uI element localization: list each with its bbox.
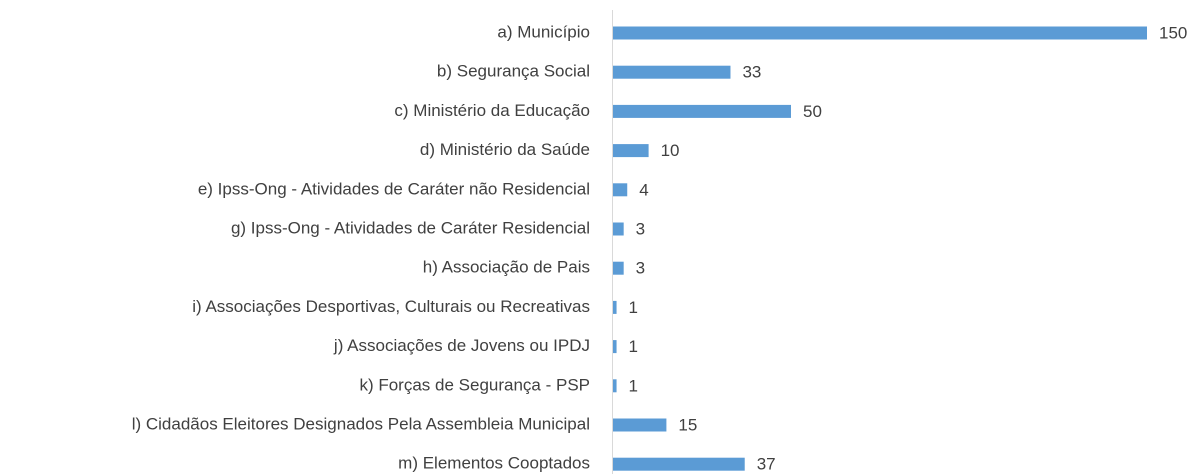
bar — [613, 340, 617, 354]
category-label: g) Ipss-Ong - Atividades de Caráter Resi… — [231, 218, 590, 237]
bar — [613, 183, 628, 197]
data-label: 1 — [629, 298, 638, 317]
bar — [613, 418, 667, 432]
category-label: k) Forças de Segurança - PSP — [359, 375, 590, 394]
bar — [613, 65, 731, 79]
data-label: 1 — [629, 337, 638, 356]
data-label: 10 — [661, 141, 680, 160]
data-label: 1 — [629, 376, 638, 395]
category-label: h) Associação de Pais — [423, 258, 590, 277]
data-label: 37 — [757, 455, 776, 474]
data-label: 50 — [803, 102, 822, 121]
category-label: i) Associações Desportivas, Culturais ou… — [192, 297, 590, 316]
category-label: j) Associações de Jovens ou IPDJ — [333, 336, 590, 355]
data-label: 3 — [636, 259, 645, 278]
category-label: b) Segurança Social — [437, 62, 590, 81]
data-label: 15 — [678, 415, 697, 434]
category-label: d) Ministério da Saúde — [420, 140, 590, 159]
bar — [613, 26, 1147, 40]
bar — [613, 261, 624, 275]
bar — [613, 457, 745, 471]
bar — [613, 144, 649, 158]
bar — [613, 379, 617, 393]
data-label: 4 — [639, 180, 648, 199]
bar — [613, 104, 791, 118]
category-label: m) Elementos Cooptados — [398, 454, 590, 473]
bar — [613, 222, 624, 236]
data-label: 3 — [636, 219, 645, 238]
category-label: l) Cidadãos Eleitores Designados Pela As… — [132, 414, 590, 433]
data-label: 150 — [1159, 23, 1187, 42]
category-label: e) Ipss-Ong - Atividades de Caráter não … — [198, 179, 590, 198]
category-label: a) Município — [497, 22, 590, 41]
data-label: 33 — [742, 63, 761, 82]
category-label: c) Ministério da Educação — [394, 101, 590, 120]
bar — [613, 300, 617, 314]
